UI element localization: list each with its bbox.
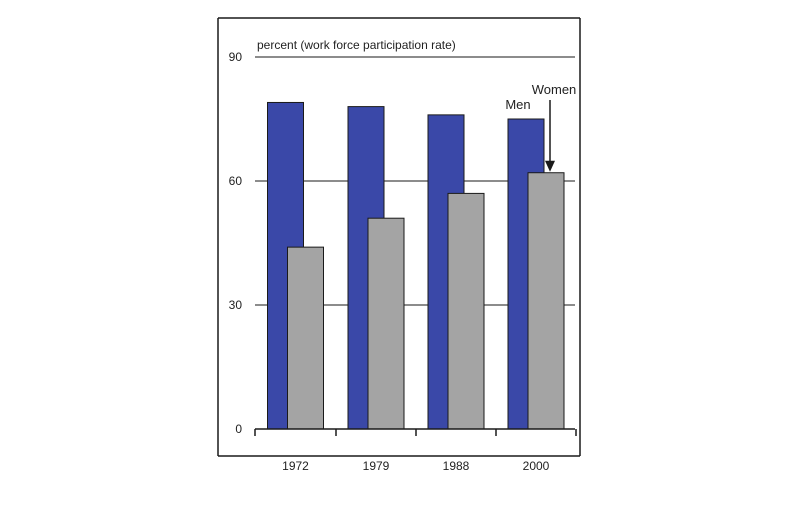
x-tick-label: 1979 — [363, 459, 390, 473]
women-annotation-label: Women — [532, 82, 577, 97]
y-tick-label: 60 — [229, 174, 243, 188]
bars-layer — [267, 101, 565, 430]
women-bar — [447, 192, 485, 430]
chart-frame-layer — [217, 17, 581, 457]
women-bar — [527, 172, 565, 430]
x-tick-label: 2000 — [523, 459, 550, 473]
y-axis-label: percent (work force participation rate) — [257, 38, 456, 52]
women-bar — [287, 246, 324, 430]
axis-layer: 0 30 60 90 — [229, 50, 577, 436]
men-annotation-label: Men — [505, 97, 530, 112]
y-tick-label: 90 — [229, 50, 243, 64]
women-bar — [367, 217, 405, 430]
y-tick-label: 0 — [235, 422, 242, 436]
x-tick-label: 1988 — [443, 459, 470, 473]
x-tick-label: 1972 — [282, 459, 309, 473]
y-tick-label: 30 — [229, 298, 243, 312]
women-arrow-head — [545, 160, 555, 172]
